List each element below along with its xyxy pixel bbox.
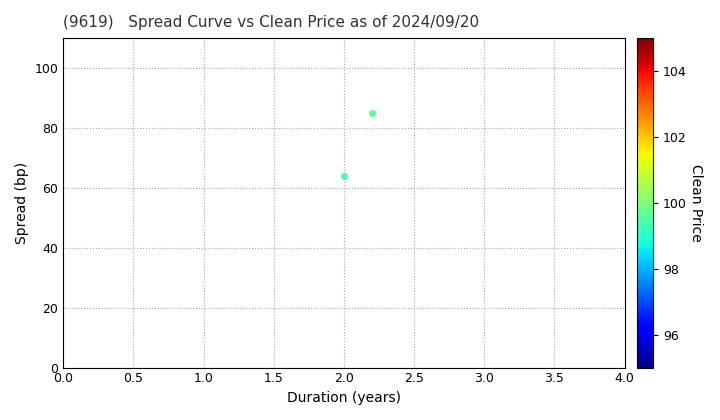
Point	[366, 110, 378, 116]
X-axis label: Duration (years): Duration (years)	[287, 391, 401, 405]
Y-axis label: Spread (bp): Spread (bp)	[15, 162, 29, 244]
Point	[338, 173, 350, 179]
Text: (9619)   Spread Curve vs Clean Price as of 2024/09/20: (9619) Spread Curve vs Clean Price as of…	[63, 15, 480, 30]
Y-axis label: Clean Price: Clean Price	[689, 164, 703, 242]
